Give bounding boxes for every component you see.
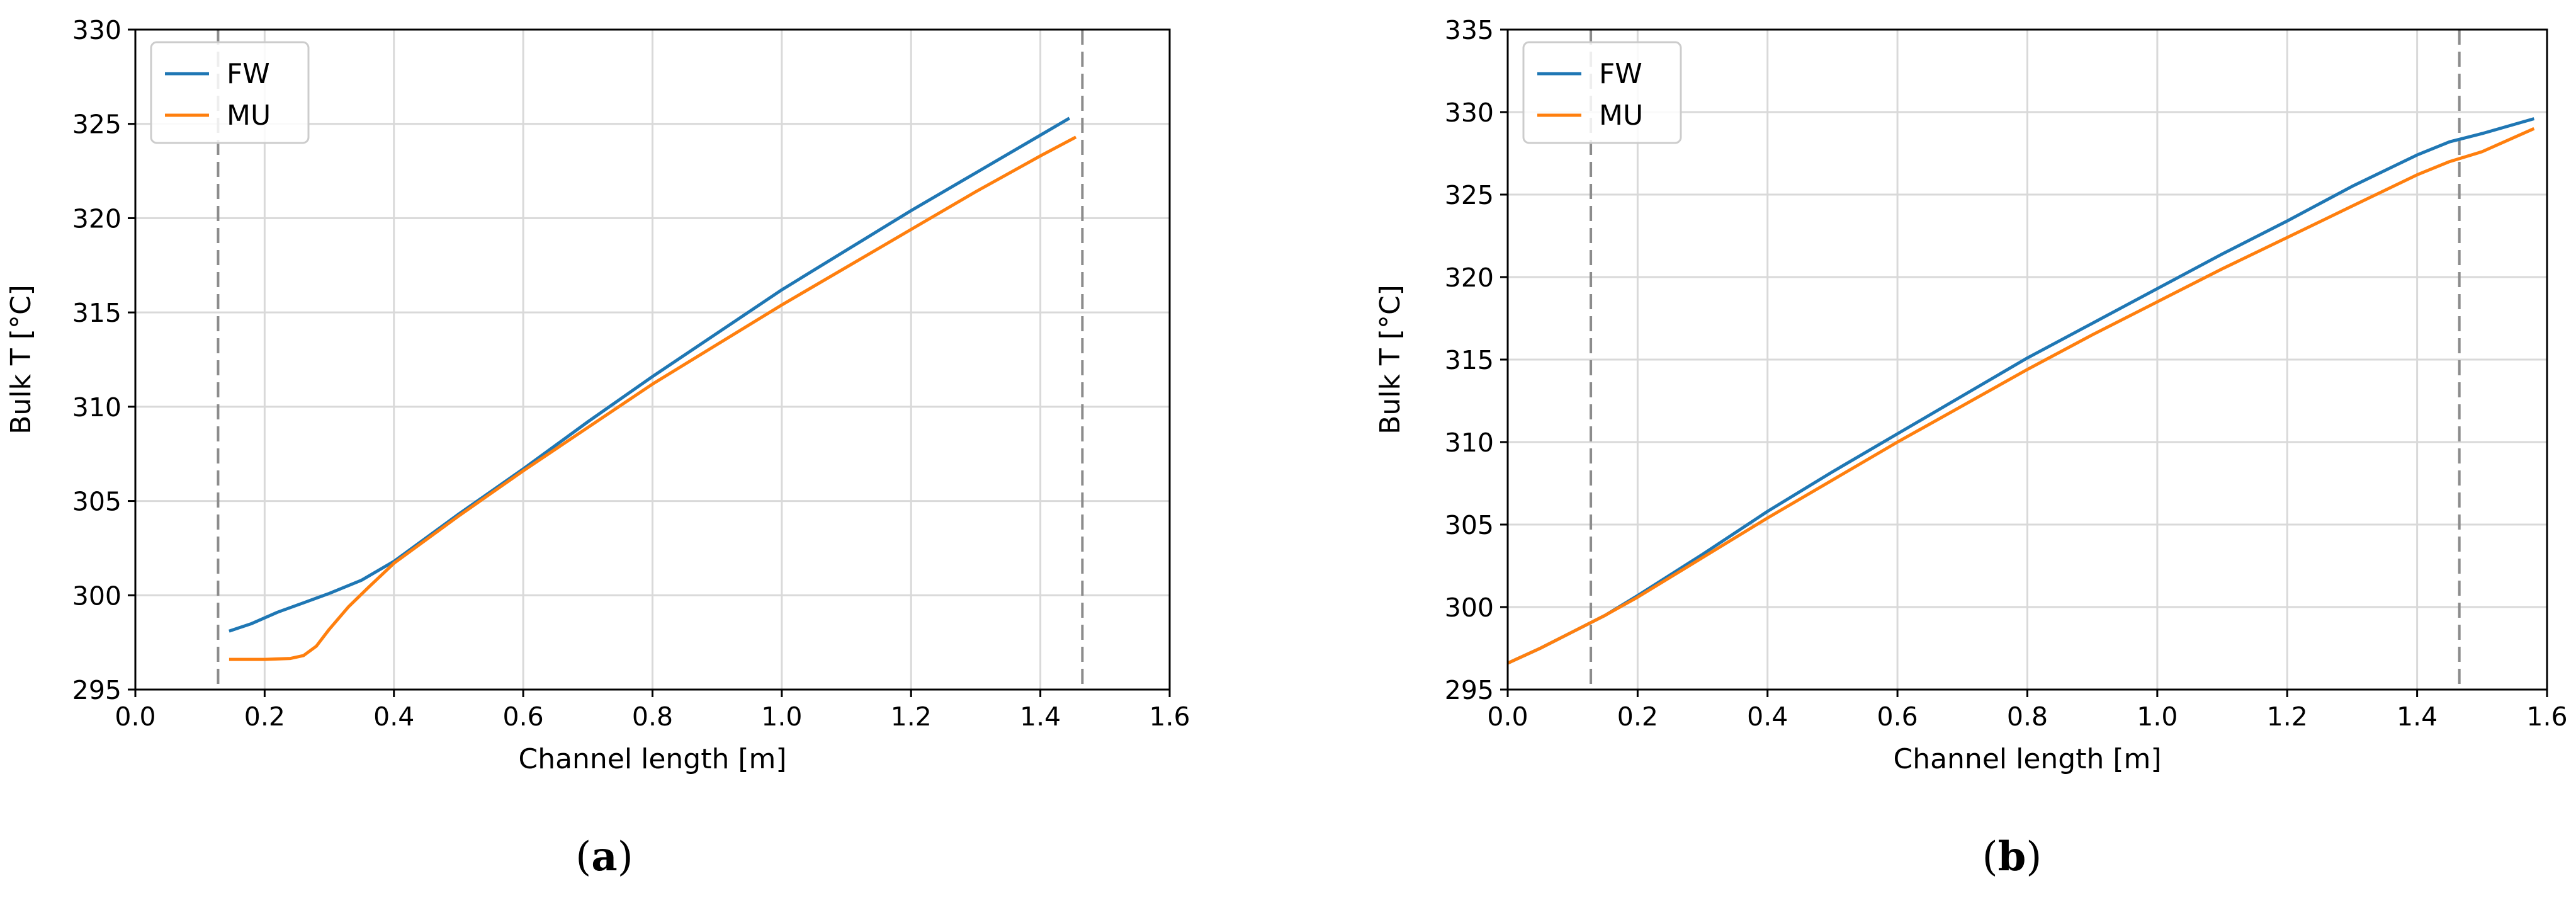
y-tick-label: 325 <box>72 110 121 140</box>
y-tick-label: 310 <box>1445 428 1494 458</box>
x-tick-label: 0.8 <box>632 702 673 732</box>
y-tick-label: 310 <box>72 392 121 423</box>
x-tick-label: 0.4 <box>1747 702 1788 732</box>
panel-caption: (b) <box>1982 833 2042 880</box>
x-tick-label: 1.2 <box>891 702 932 732</box>
legend: FW MU <box>150 41 310 144</box>
x-tick-label: 1.0 <box>761 702 802 732</box>
x-tick-label: 0.4 <box>373 702 414 732</box>
y-tick-label: 315 <box>72 298 121 328</box>
y-tick-label: 300 <box>1445 593 1494 623</box>
x-tick-label: 1.0 <box>2137 702 2178 732</box>
x-tick-label: 1.4 <box>1020 702 1061 732</box>
x-tick-label: 1.4 <box>2397 702 2438 732</box>
series-line-fw <box>229 117 1071 633</box>
panel-a: 0.0 0.2 0.4 0.6 0.8 1.0 1.2 1.4 1.6 295 300 305 310 3… <box>5 15 1190 880</box>
x-tick-label: 0.0 <box>115 702 155 732</box>
y-tick-label: 300 <box>72 581 121 611</box>
legend-label-fw: FW <box>1599 58 1642 90</box>
x-axis-label: Channel length [m] <box>1893 743 2161 775</box>
legend-label-fw: FW <box>227 58 270 90</box>
x-tick-label: 0.0 <box>1487 702 1528 732</box>
legend-box <box>150 41 310 144</box>
caption-close-paren: ) <box>618 834 633 880</box>
caption-open-paren: ( <box>1982 834 1998 880</box>
y-tick-label: 305 <box>72 487 121 517</box>
legend-box <box>1522 41 1682 144</box>
x-tick-label: 1.2 <box>2267 702 2308 732</box>
panel-b: 0.0 0.2 0.4 0.6 0.8 1.0 1.2 1.4 1.6 295 300 305 310 3… <box>1374 15 2568 880</box>
x-tick-label: 0.2 <box>1617 702 1658 732</box>
y-axis-label: Bulk T [°C] <box>5 285 37 435</box>
x-tick-label: 0.6 <box>503 702 544 732</box>
series-line-mu <box>1506 127 2535 665</box>
caption-open-paren: ( <box>575 834 591 880</box>
caption-letter: b <box>1998 833 2026 880</box>
x-tick-label: 0.8 <box>2007 702 2048 732</box>
y-tick-label: 320 <box>72 203 121 234</box>
y-tick-label: 330 <box>72 15 121 45</box>
y-tick-label: 315 <box>1445 345 1494 375</box>
panel-caption: (a) <box>575 833 633 880</box>
y-tick-label: 320 <box>1445 263 1494 293</box>
x-tick-label: 1.6 <box>1149 702 1190 732</box>
x-tick-label: 1.6 <box>2526 702 2567 732</box>
legend: FW MU <box>1522 41 1682 144</box>
series-line-mu <box>229 135 1077 661</box>
caption-letter: a <box>591 833 617 880</box>
legend-label-mu: MU <box>227 99 271 132</box>
y-tick-label: 330 <box>1445 98 1494 128</box>
caption-close-paren: ) <box>2026 834 2042 880</box>
y-tick-label: 305 <box>1445 510 1494 540</box>
y-tick-label: 335 <box>1445 15 1494 45</box>
y-tick-label: 325 <box>1445 180 1494 210</box>
legend-label-mu: MU <box>1599 99 1643 132</box>
x-tick-label: 0.2 <box>244 702 285 732</box>
y-tick-label: 295 <box>72 675 121 705</box>
x-tick-label: 0.6 <box>1877 702 1918 732</box>
y-axis-label: Bulk T [°C] <box>1374 285 1406 435</box>
x-axis-label: Channel length [m] <box>518 743 786 775</box>
y-tick-label: 295 <box>1445 675 1494 705</box>
